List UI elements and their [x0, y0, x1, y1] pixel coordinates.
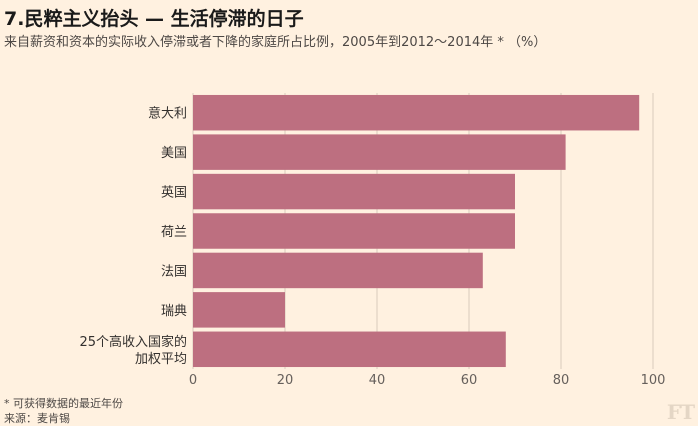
category-label: 法国	[161, 264, 187, 279]
source-note: 来源：麦肯锡	[4, 412, 70, 425]
x-tick-label: 20	[277, 373, 294, 388]
x-tick-label: 40	[369, 373, 386, 388]
x-tick-label: 100	[641, 373, 666, 388]
bar	[193, 173, 515, 210]
category-label: 瑞典	[161, 304, 187, 319]
category-label: 意大利	[148, 106, 187, 122]
bar	[193, 292, 285, 328]
x-tick-label: 80	[553, 373, 570, 388]
ft-logo: FT	[666, 400, 695, 424]
footnote: * 可获得数据的最近年份	[4, 397, 123, 410]
chart-title: 7.民粹主义抬头 — 生活停滞的日子	[4, 8, 304, 30]
category-label: 美国	[161, 146, 187, 161]
chart-subtitle: 来自薪资和资本的实际收入停滞或者下降的家庭所占比例，2005年到2012～201…	[4, 35, 547, 50]
category-label: 英国	[161, 186, 187, 201]
bar	[193, 331, 506, 368]
x-tick-label: 0	[189, 373, 197, 388]
category-label: 25个高收入国家的加权平均	[79, 334, 187, 367]
bar	[193, 213, 515, 249]
category-label: 荷兰	[161, 225, 187, 240]
bar	[193, 252, 483, 289]
bar	[193, 134, 566, 170]
bar	[193, 94, 640, 131]
x-tick-label: 60	[461, 373, 478, 388]
